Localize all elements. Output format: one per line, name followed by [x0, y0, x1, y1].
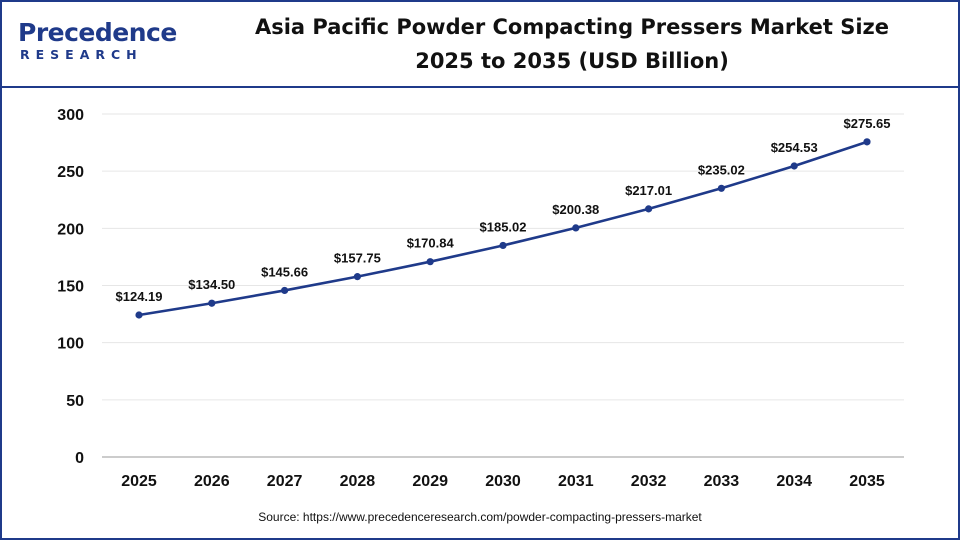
data-points [135, 138, 871, 319]
data-label: $170.84 [407, 236, 455, 251]
chart-title: Asia Pacific Powder Compacting Pressers … [192, 10, 952, 78]
y-tick-label: 300 [57, 107, 84, 124]
x-tick-label: 2027 [267, 473, 303, 490]
logo-wordmark: Precedence [18, 18, 177, 47]
x-tick-label: 2029 [412, 473, 448, 490]
y-tick-label: 150 [57, 279, 84, 296]
x-axis: 2025 2026 2027 2028 2029 2030 2031 2032 2033 2034… [102, 456, 904, 490]
data-point [572, 224, 580, 232]
x-tick-label: 2035 [849, 473, 885, 490]
data-label: $235.02 [698, 162, 745, 177]
data-point [790, 162, 798, 170]
gridlines [102, 113, 904, 401]
data-point [208, 299, 216, 307]
data-label: $254.53 [771, 140, 818, 155]
data-point [717, 184, 726, 192]
data-labels: $124.19 $134.50 $145.66 $157.75 $170.84 $185.… [116, 116, 891, 304]
brand-logo: Precedence RESEARCH [18, 18, 177, 70]
chart-title-line-2: 2025 to 2035 (USD Billion) [415, 49, 729, 73]
data-point [426, 258, 434, 266]
y-tick-label: 250 [57, 164, 84, 181]
x-tick-label: 2025 [121, 473, 157, 490]
data-label: $275.65 [844, 116, 891, 131]
data-label: $157.75 [334, 251, 381, 266]
data-point [281, 286, 289, 295]
y-tick-label: 0 [75, 450, 84, 467]
x-tick-label: 2030 [485, 473, 521, 490]
data-point [135, 311, 143, 319]
y-tick-label: 50 [66, 393, 84, 410]
x-tick-label: 2031 [558, 473, 594, 490]
data-label: $217.01 [625, 183, 672, 198]
data-label: $124.19 [116, 289, 163, 304]
y-tick-label: 200 [57, 221, 84, 238]
chart-title-line-1: Asia Pacific Powder Compacting Pressers … [254, 15, 890, 39]
x-tick-label: 2034 [776, 473, 812, 490]
header: Precedence RESEARCH Asia Pacific Powder … [2, 2, 958, 88]
data-point [645, 205, 653, 213]
x-tick-label: 2032 [631, 473, 667, 490]
data-label: $145.66 [261, 264, 308, 279]
logo-subtitle: RESEARCH [20, 47, 143, 62]
source-note: Source: https://www.precedenceresearch.c… [258, 510, 702, 524]
x-tick-label: 2026 [194, 473, 230, 490]
data-point [499, 241, 507, 250]
y-tick-label: 100 [57, 336, 84, 353]
x-tick-label: 2028 [340, 473, 376, 490]
data-label: $134.50 [188, 277, 235, 292]
data-label: $200.38 [552, 202, 599, 217]
data-point [353, 273, 361, 281]
data-label: $185.02 [480, 219, 527, 234]
y-axis: 0 50 100 150 200 250 300 [57, 107, 84, 467]
x-tick-label: 2033 [704, 473, 740, 490]
data-point [863, 138, 871, 146]
